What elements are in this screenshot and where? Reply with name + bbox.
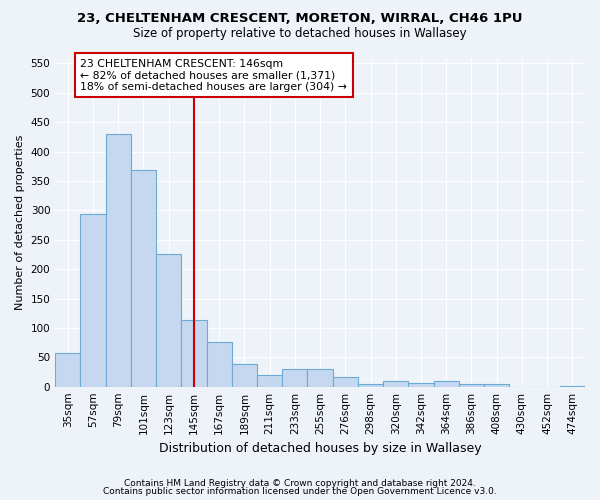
Bar	[55, 353, 80, 386]
Y-axis label: Number of detached properties: Number of detached properties	[15, 134, 25, 310]
Bar	[459, 384, 484, 386]
Bar	[257, 375, 282, 386]
Bar	[282, 369, 307, 386]
X-axis label: Distribution of detached houses by size in Wallasey: Distribution of detached houses by size …	[159, 442, 481, 455]
Bar	[181, 320, 206, 386]
Bar	[409, 382, 434, 386]
Text: 23 CHELTENHAM CRESCENT: 146sqm
← 82% of detached houses are smaller (1,371)
18% : 23 CHELTENHAM CRESCENT: 146sqm ← 82% of …	[80, 58, 347, 92]
Bar	[156, 254, 181, 386]
Bar	[434, 382, 459, 386]
Bar	[80, 214, 106, 386]
Bar	[232, 364, 257, 386]
Bar	[358, 384, 383, 386]
Text: Contains public sector information licensed under the Open Government Licence v3: Contains public sector information licen…	[103, 487, 497, 496]
Text: Contains HM Land Registry data © Crown copyright and database right 2024.: Contains HM Land Registry data © Crown c…	[124, 478, 476, 488]
Text: Size of property relative to detached houses in Wallasey: Size of property relative to detached ho…	[133, 28, 467, 40]
Bar	[484, 384, 509, 386]
Bar	[307, 369, 332, 386]
Bar	[332, 378, 358, 386]
Bar	[383, 381, 409, 386]
Bar	[131, 170, 156, 386]
Bar	[106, 134, 131, 386]
Text: 23, CHELTENHAM CRESCENT, MORETON, WIRRAL, CH46 1PU: 23, CHELTENHAM CRESCENT, MORETON, WIRRAL…	[77, 12, 523, 26]
Bar	[206, 342, 232, 386]
